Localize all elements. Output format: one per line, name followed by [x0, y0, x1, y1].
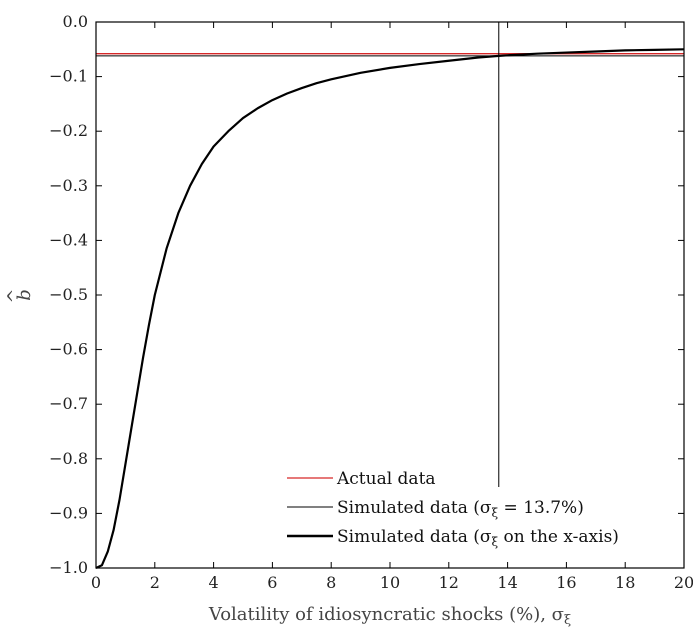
legend-item-actual: Actual data [287, 469, 436, 489]
y-tick-label: 0.0 [63, 12, 88, 31]
legend-label: Simulated data (σξ on the x-axis) [337, 527, 619, 549]
x-tick-label: 6 [267, 573, 277, 592]
x-tick-label: 14 [497, 573, 517, 592]
x-tick-label: 0 [91, 573, 101, 592]
y-tick-label: −0.8 [49, 449, 88, 468]
legend-item-simulated: Simulated data (σξ = 13.7%) [287, 498, 584, 520]
legend-item-curve: Simulated data (σξ on the x-axis) [287, 527, 619, 549]
legend: Actual data Simulated data (σξ = 13.7%) Si… [287, 469, 619, 549]
x-tick-label: 16 [556, 573, 576, 592]
y-tick-label: −0.4 [49, 230, 88, 249]
x-tick-label: 10 [380, 573, 400, 592]
y-tick-label: −0.7 [49, 394, 88, 413]
y-axis-label-hat: ^ [4, 288, 25, 303]
simulated-curve [95, 48, 685, 569]
y-tick-label: −0.2 [49, 121, 88, 140]
y-tick-label: −0.3 [49, 176, 88, 195]
x-tick-label: 8 [326, 573, 336, 592]
x-tick-label: 12 [439, 573, 459, 592]
x-tick-label: 20 [674, 573, 693, 592]
y-tick-label: −0.9 [49, 503, 88, 522]
legend-label: Simulated data (σξ = 13.7%) [337, 498, 584, 520]
legend-label: Actual data [336, 469, 436, 489]
y-tick-label: −0.1 [49, 67, 88, 86]
x-axis-label: Volatility of idiosyncratic shocks (%), … [208, 604, 571, 628]
y-tick-label: −0.5 [49, 285, 88, 304]
x-tick-label: 4 [209, 573, 219, 592]
y-axis-label: b [14, 289, 35, 301]
x-tick-label: 2 [150, 573, 160, 592]
x-tick-label: 18 [615, 573, 635, 592]
y-tick-label: −1.0 [49, 558, 88, 577]
y-tick-label: −0.6 [49, 340, 88, 359]
